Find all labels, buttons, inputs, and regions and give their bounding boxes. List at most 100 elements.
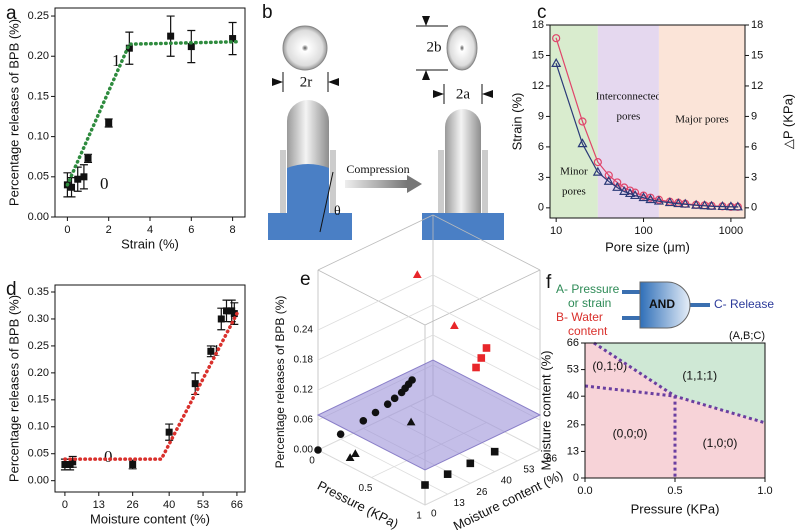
region-label: (0,0;0) bbox=[613, 427, 648, 441]
y-tick-label: 0.10 bbox=[28, 421, 49, 433]
y-tick-label: 0.35 bbox=[28, 286, 49, 298]
y-axis-label: Moisture content (%) bbox=[538, 351, 553, 471]
gate-label: AND bbox=[649, 297, 675, 311]
marker bbox=[129, 461, 137, 469]
panel-label: a bbox=[6, 3, 17, 24]
marker bbox=[472, 363, 480, 372]
marker bbox=[673, 198, 684, 208]
marker bbox=[613, 178, 622, 187]
marker bbox=[653, 195, 664, 205]
grid-line bbox=[317, 334, 541, 391]
annotation: 1 bbox=[212, 341, 221, 360]
y-tick-label: 0.20 bbox=[28, 50, 49, 62]
y-axis-label: Strain (%) bbox=[509, 93, 524, 151]
marker bbox=[706, 200, 717, 210]
logic-gate: f A- Pressure or strain B- Water content… bbox=[546, 272, 774, 342]
y-tick-label: 0.05 bbox=[28, 448, 49, 460]
marker bbox=[314, 446, 322, 454]
y-tick-label: 0.25 bbox=[28, 340, 49, 352]
marker bbox=[551, 57, 562, 68]
dim-arrow bbox=[272, 78, 283, 86]
y-axis-label: Percentage releases of BPB (%) bbox=[6, 295, 21, 482]
marker bbox=[638, 192, 649, 202]
y2-tick-label: 6 bbox=[751, 141, 757, 153]
y2-tick-label: 9 bbox=[751, 110, 757, 122]
x-tick-label: 1000 bbox=[719, 225, 743, 237]
dim-arrow bbox=[328, 78, 339, 86]
x-tick-label: 8 bbox=[230, 224, 236, 236]
y2-tick-label: 15 bbox=[751, 49, 763, 61]
wall bbox=[482, 150, 488, 213]
y2-tick-label: 18 bbox=[751, 19, 763, 31]
region-label: pores bbox=[562, 186, 586, 198]
arrow bbox=[345, 180, 407, 188]
marker bbox=[165, 428, 173, 436]
marker bbox=[222, 307, 230, 315]
marker bbox=[624, 188, 636, 198]
marker bbox=[191, 380, 199, 388]
x-tick-label: 2 bbox=[106, 224, 112, 236]
marker bbox=[477, 354, 486, 362]
marker bbox=[187, 43, 195, 51]
input-a: A- Pressure bbox=[556, 282, 620, 296]
y-tick-label: 9 bbox=[538, 110, 544, 122]
marker bbox=[105, 119, 113, 127]
marker bbox=[603, 175, 614, 185]
marker bbox=[619, 185, 630, 195]
y-tick-label: 6 bbox=[538, 141, 544, 153]
y-tick-label: 0.25 bbox=[28, 10, 49, 22]
marker bbox=[592, 166, 603, 176]
dim-arrow bbox=[433, 90, 444, 98]
region-label: (1,1;1) bbox=[682, 368, 717, 382]
marker bbox=[359, 417, 368, 425]
x-tick-label: 10 bbox=[550, 225, 562, 237]
grid-line bbox=[424, 449, 541, 506]
notation: (A,B;C) bbox=[729, 330, 765, 342]
wall bbox=[280, 150, 286, 213]
x-tick-label: 0 bbox=[309, 456, 315, 467]
y2-tick-label: 12 bbox=[751, 80, 763, 92]
marker bbox=[84, 154, 92, 162]
region bbox=[594, 343, 765, 423]
z-tick-label: 0.24 bbox=[294, 325, 314, 336]
marker bbox=[680, 198, 691, 208]
annotation: 1 bbox=[112, 51, 121, 70]
dim-arrow bbox=[482, 90, 493, 98]
dim-arrow bbox=[422, 16, 430, 26]
marker bbox=[217, 315, 225, 323]
region bbox=[585, 343, 675, 397]
y-tick-label: 0.30 bbox=[28, 313, 49, 325]
marker bbox=[167, 32, 175, 40]
water-base bbox=[268, 213, 352, 240]
marker bbox=[229, 35, 237, 43]
marker bbox=[390, 394, 399, 403]
x-tick-label: 66 bbox=[231, 499, 243, 511]
x-tick-label: 0.5 bbox=[359, 483, 373, 494]
y-tick-label: 26 bbox=[476, 487, 488, 498]
marker bbox=[630, 190, 641, 200]
region-label: (1,0;0) bbox=[703, 436, 738, 450]
marker bbox=[408, 376, 416, 384]
dim-arrow bbox=[422, 70, 430, 80]
y2-axis-label: △P (KPa) bbox=[780, 94, 795, 149]
panel-label: f bbox=[546, 272, 552, 293]
box-edge bbox=[317, 269, 426, 326]
diagram-b: b 2r θ Compression 2b 2a bbox=[262, 2, 504, 240]
marker bbox=[645, 194, 656, 204]
region-label: Major pores bbox=[675, 114, 728, 126]
panel-label: c bbox=[537, 2, 547, 23]
angle-label: θ bbox=[334, 204, 341, 219]
marker bbox=[490, 447, 499, 456]
marker bbox=[578, 117, 587, 126]
plot-frame bbox=[549, 24, 746, 219]
marker bbox=[230, 310, 238, 318]
marker bbox=[450, 321, 459, 330]
marker bbox=[664, 197, 675, 207]
marker bbox=[443, 470, 452, 478]
x-tick-label: 40 bbox=[163, 499, 175, 511]
y-tick-label: 0 bbox=[431, 509, 437, 520]
y-tick-label: 0 bbox=[538, 202, 544, 214]
box-edge bbox=[424, 269, 541, 326]
marker bbox=[482, 344, 491, 352]
